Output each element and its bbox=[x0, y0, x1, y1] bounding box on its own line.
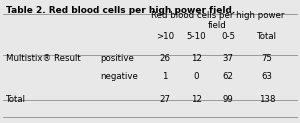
Text: field: field bbox=[208, 21, 227, 30]
Text: 138: 138 bbox=[259, 95, 275, 104]
Text: 63: 63 bbox=[262, 72, 272, 81]
Text: Table 2. Red blood cells per high power field.: Table 2. Red blood cells per high power … bbox=[6, 6, 235, 15]
Text: Total: Total bbox=[257, 32, 277, 41]
Text: 26: 26 bbox=[160, 54, 170, 63]
Text: 12: 12 bbox=[191, 54, 202, 63]
Text: 12: 12 bbox=[191, 95, 202, 104]
Text: 0: 0 bbox=[194, 72, 199, 81]
Text: >10: >10 bbox=[156, 32, 174, 41]
Text: negative: negative bbox=[100, 72, 138, 81]
Text: 75: 75 bbox=[262, 54, 272, 63]
Text: Red blood cells per high power: Red blood cells per high power bbox=[151, 11, 284, 20]
Text: 37: 37 bbox=[223, 54, 233, 63]
Text: Multistix® Result: Multistix® Result bbox=[6, 54, 81, 63]
Text: Total: Total bbox=[6, 95, 26, 104]
Text: 1: 1 bbox=[162, 72, 168, 81]
Text: 27: 27 bbox=[160, 95, 170, 104]
Text: positive: positive bbox=[100, 54, 134, 63]
Text: 62: 62 bbox=[223, 72, 233, 81]
Text: 0-5: 0-5 bbox=[221, 32, 235, 41]
Text: 5-10: 5-10 bbox=[187, 32, 206, 41]
Text: 99: 99 bbox=[223, 95, 233, 104]
